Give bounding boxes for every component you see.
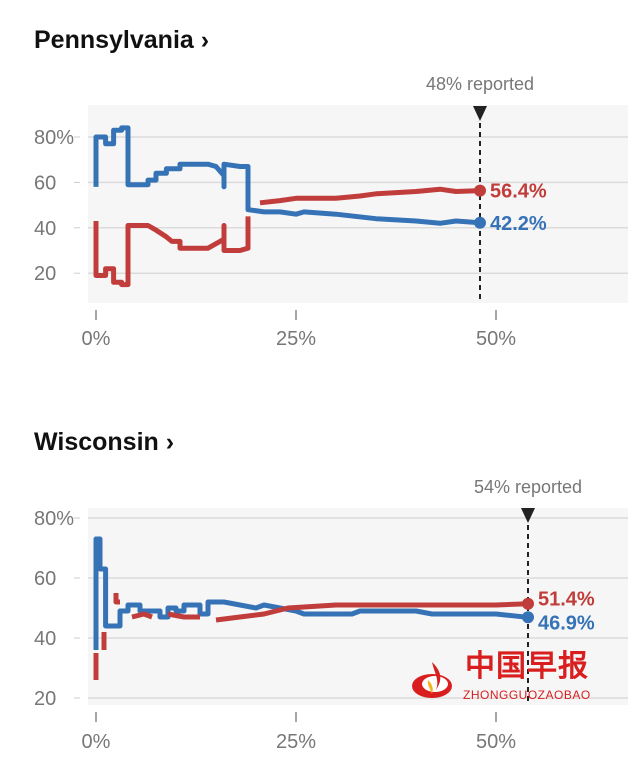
watermark-text-en: ZHONGGUOZAOBAO (463, 688, 591, 702)
y-tick-label: 60 (34, 568, 56, 590)
series-endpoint-democrat (522, 611, 534, 624)
y-tick-label: 40 (34, 628, 56, 650)
reported-label: 48% reported (426, 74, 534, 94)
series-final-label-republican: 56.4% (490, 181, 547, 203)
series-line-republican (93, 593, 529, 680)
y-tick-label: 80% (34, 127, 74, 149)
watermark-logo: 中国早报 ZHONGGUOZAOBAO (405, 649, 605, 712)
y-tick-label: 60 (34, 172, 56, 194)
x-tick-label: 25% (276, 328, 316, 350)
series-final-label-democrat: 46.9% (538, 613, 595, 635)
y-tick-label: 20 (34, 263, 56, 285)
reported-marker-icon (473, 106, 487, 121)
y-tick-label: 20 (34, 688, 56, 710)
wisconsin-chart: 80% 60 40 20 0% 25% 50% 54% reported 46.9%51.4% (34, 477, 628, 753)
series-final-label-democrat: 42.2% (490, 213, 547, 235)
flame-logo-icon (412, 662, 452, 698)
y-tick-label: 40 (34, 218, 56, 240)
watermark-text-cn: 中国早报 (465, 649, 589, 684)
chart-title-wisconsin[interactable]: Wisconsin › (34, 428, 175, 456)
series-endpoint-republican (522, 597, 534, 610)
plot-background (88, 105, 628, 303)
y-tick-label: 80% (34, 508, 74, 530)
series-line-republican (93, 186, 481, 288)
reported-marker-icon (521, 508, 535, 523)
x-tick-label: 50% (476, 328, 516, 350)
x-tick-label: 0% (82, 328, 111, 350)
x-tick-label: 50% (476, 731, 516, 753)
chart-title-pennsylvania[interactable]: Pennsylvania › (34, 26, 210, 54)
series-line-democrat (93, 125, 481, 226)
series-endpoint-democrat (474, 216, 486, 229)
series-final-label-republican: 51.4% (538, 589, 595, 611)
x-tick-label: 25% (276, 731, 316, 753)
series-endpoint-republican (474, 184, 486, 197)
reported-label: 54% reported (474, 477, 582, 497)
x-tick-label: 0% (82, 731, 111, 753)
pennsylvania-chart: 80% 60 40 20 0% 25% 50% 48% reported 42.2% 56.4% (34, 74, 628, 350)
series-line-democrat (93, 536, 529, 650)
